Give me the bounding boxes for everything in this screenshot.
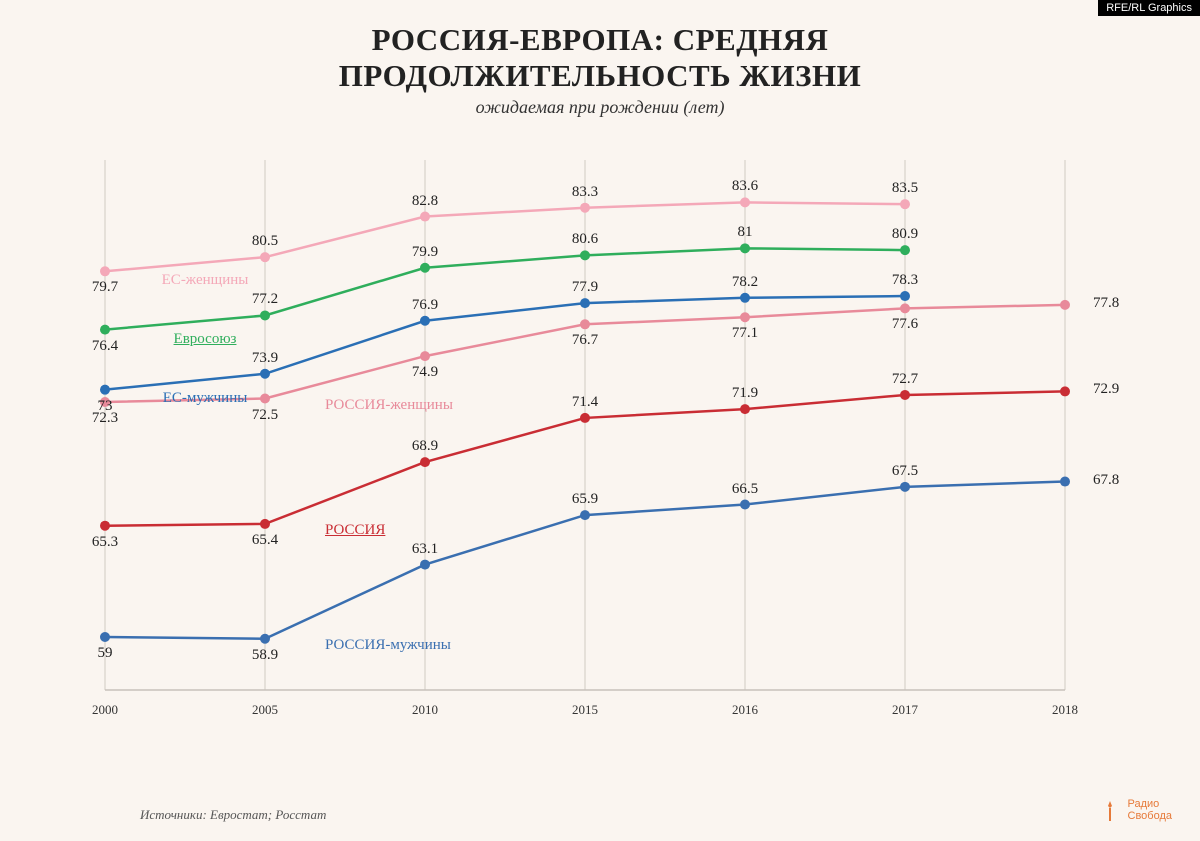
point-label: 73.9 — [252, 350, 278, 367]
torch-icon — [1098, 799, 1122, 823]
point-label: 67.5 — [892, 463, 918, 480]
point-label: 65.4 — [252, 532, 278, 549]
source-text: Источники: Евростат; Росстат — [140, 807, 326, 823]
series-label-ru: РОССИЯ — [325, 522, 385, 539]
point-label: 74.9 — [412, 364, 438, 381]
point-label: 65.9 — [572, 491, 598, 508]
point-label: 80.5 — [252, 233, 278, 250]
point-label: 82.8 — [412, 193, 438, 210]
point-label: 72.7 — [892, 371, 918, 388]
point-label: 79.7 — [92, 279, 118, 296]
point-label: 59 — [98, 645, 113, 662]
xaxis-label: 2016 — [732, 702, 758, 718]
point-label: 71.9 — [732, 385, 758, 402]
series-label-eu: Евросоюз — [174, 331, 237, 348]
title-block: РОССИЯ-ЕВРОПА: СРЕДНЯЯ ПРОДОЛЖИТЕЛЬНОСТЬ… — [0, 0, 1200, 118]
point-label: 66.5 — [732, 481, 758, 498]
xaxis-label: 2015 — [572, 702, 598, 718]
point-label: 65.3 — [92, 534, 118, 551]
point-label: 76.4 — [92, 338, 118, 355]
point-label: 77.2 — [252, 291, 278, 308]
point-label: 83.3 — [572, 184, 598, 201]
xaxis-label: 2005 — [252, 702, 278, 718]
point-label: 79.9 — [412, 244, 438, 261]
point-label: 77.6 — [892, 316, 918, 333]
title-line2: ПРОДОЛЖИТЕЛЬНОСТЬ ЖИЗНИ — [0, 58, 1200, 94]
point-label: 63.1 — [412, 541, 438, 558]
point-label: 80.6 — [572, 231, 598, 248]
point-label: 58.9 — [252, 647, 278, 664]
logo-text: Радио Свобода — [1128, 799, 1173, 822]
logo: Радио Свобода — [1098, 799, 1173, 823]
point-label: 81 — [738, 224, 753, 241]
series-label-eu_women: ЕС-женщины — [162, 272, 249, 289]
point-label: 83.5 — [892, 180, 918, 197]
graphics-tag: RFE/RL Graphics — [1098, 0, 1200, 16]
point-label: 78.3 — [892, 272, 918, 289]
xaxis-label: 2010 — [412, 702, 438, 718]
series-label-ru_men: РОССИЯ-мужчины — [325, 637, 451, 654]
title-line1: РОССИЯ-ЕВРОПА: СРЕДНЯЯ — [0, 22, 1200, 58]
point-label: 76.7 — [572, 332, 598, 349]
point-label: 77.1 — [732, 325, 758, 342]
xaxis-label: 2018 — [1052, 702, 1078, 718]
xaxis-label: 2017 — [892, 702, 918, 718]
point-label: 76.9 — [412, 297, 438, 314]
subtitle: ожидаемая при рождении (лет) — [0, 97, 1200, 118]
point-label: 80.9 — [892, 226, 918, 243]
series-label-eu_men: ЕС-мужчины — [163, 390, 248, 407]
point-label: 72.9 — [1093, 381, 1119, 398]
point-label: 77.8 — [1093, 295, 1119, 312]
point-label: 68.9 — [412, 438, 438, 455]
point-label: 83.6 — [732, 178, 758, 195]
point-label: 71.4 — [572, 394, 598, 411]
line-chart: 2000 2005 2010 2015 2016 2017 2018 79.7 80.5 82.8… — [95, 150, 1125, 730]
series-label-ru_women: РОССИЯ-женщины — [325, 397, 453, 414]
point-label: 78.2 — [732, 274, 758, 291]
point-label: 72.5 — [252, 407, 278, 424]
point-label: 67.8 — [1093, 472, 1119, 489]
point-label: 77.9 — [572, 279, 598, 296]
xaxis-label: 2000 — [92, 702, 118, 718]
point-label: 72.3 — [92, 410, 118, 427]
